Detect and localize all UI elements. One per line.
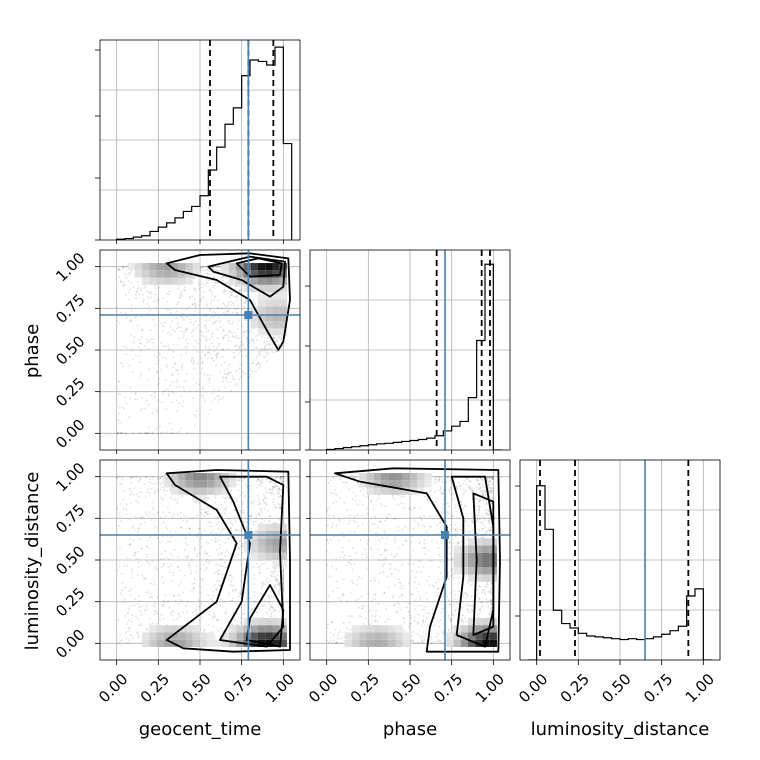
contour-level-0: [334, 467, 501, 653]
contour-level-2: [472, 492, 495, 636]
y-axis-label-phase: phase: [22, 324, 43, 378]
x-tick-label: 0.50: [388, 670, 424, 706]
x-axis-label-phase: phase: [383, 719, 437, 740]
x-tick-label: 0.00: [515, 670, 551, 706]
grid-layer: [100, 40, 720, 660]
contour-level-2: [245, 584, 285, 648]
y-tick-label: 0.75: [52, 501, 88, 537]
contour-level-1: [450, 475, 495, 648]
contour-level-0: [165, 252, 291, 351]
y-tick-label: 0.25: [52, 584, 88, 620]
histogram-luminosity_distance: [528, 485, 712, 660]
truth-marker: [244, 531, 253, 539]
contour-level-1: [219, 475, 285, 648]
y-tick-label: 1.00: [52, 459, 88, 495]
x-tick-label: 0.75: [640, 670, 676, 706]
x-axis-label-luminosity-distance: luminosity_distance: [531, 719, 710, 740]
truth-marker: [244, 311, 253, 319]
x-tick-label: 0.00: [305, 670, 341, 706]
x-tick-label: 0.25: [347, 670, 383, 706]
x-tick-label: 0.50: [598, 670, 634, 706]
truth-layer: [100, 40, 646, 660]
y-tick-label: 0.00: [52, 626, 88, 662]
x-tick-label: 0.25: [557, 670, 593, 706]
contour-level-0: [165, 469, 291, 653]
contours-phase-luminosity_distance: [334, 467, 501, 653]
y-tick-label: 0.00: [52, 416, 88, 452]
x-tick-label: 1.00: [682, 670, 718, 706]
x-tick-label: 0.50: [178, 670, 214, 706]
y-axis-label-luminosity-distance: luminosity_distance: [22, 472, 43, 651]
histogram-geocent_time: [116, 46, 293, 240]
y-tick-label: 1.00: [52, 249, 88, 285]
y-tick-label: 0.50: [52, 332, 88, 368]
contour-level-1: [207, 255, 286, 298]
x-tick-label: 0.00: [95, 670, 131, 706]
y-tick-label: 0.25: [52, 374, 88, 410]
x-tick-label: 1.00: [472, 670, 508, 706]
x-tick-label: 1.00: [262, 670, 298, 706]
x-tick-label: 0.75: [220, 670, 256, 706]
x-tick-label: 0.25: [137, 670, 173, 706]
histogram-phase: [326, 263, 502, 450]
contours-geocent_time-luminosity_distance: [165, 469, 291, 653]
tick-layer: 0.00 0.25 0.50 0.75 1.00 0.00 0.25 0.50 0.75 1.00…: [52, 49, 718, 706]
y-tick-label: 0.50: [52, 542, 88, 578]
truth-marker: [441, 531, 449, 539]
y-tick-label: 0.75: [52, 291, 88, 327]
density-cells-geocent_time-phase: [127, 263, 287, 336]
x-axis-label-geocent-time: geocent_time: [139, 719, 262, 740]
x-tick-label: 0.75: [430, 670, 466, 706]
contour-layer: [165, 252, 501, 653]
